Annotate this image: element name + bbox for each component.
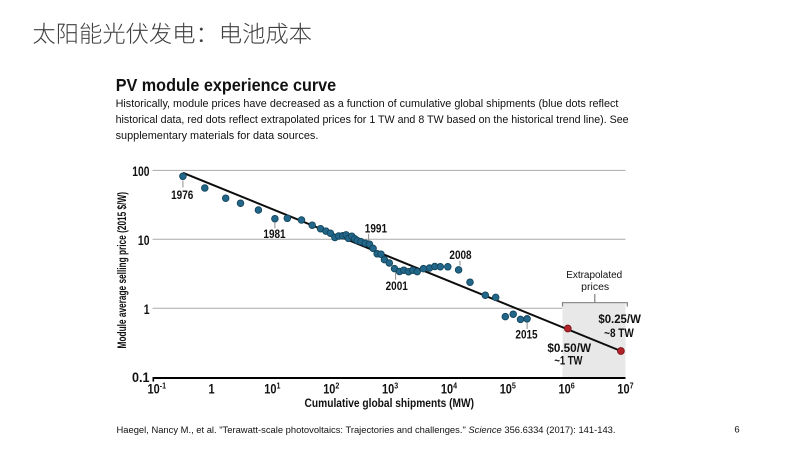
svg-text:historical data, red dots refl: historical data, red dots reflect extrap…: [116, 114, 629, 126]
svg-text:Historically, module prices ha: Historically, module prices have decreas…: [116, 98, 620, 110]
svg-text:107: 107: [617, 381, 634, 397]
svg-text:105: 105: [500, 381, 517, 397]
svg-text:Cumulative global shipments (M: Cumulative global shipments (MW): [305, 398, 475, 410]
svg-text:103: 103: [382, 381, 399, 397]
svg-text:Extrapolated: Extrapolated: [566, 270, 622, 281]
svg-text:Module average selling price (: Module average selling price (2015 $/W): [117, 192, 129, 349]
svg-text:supplementary materials for da: supplementary materials for data sources…: [116, 130, 319, 142]
svg-text:2015: 2015: [515, 328, 537, 342]
svg-text:1976: 1976: [171, 188, 193, 202]
svg-text:PV module experience curve: PV module experience curve: [116, 75, 337, 95]
svg-text:$0.25/W: $0.25/W: [598, 312, 641, 326]
svg-text:~1 TW: ~1 TW: [554, 353, 582, 367]
svg-text:prices: prices: [581, 282, 609, 293]
svg-text:104: 104: [441, 381, 458, 397]
svg-text:106: 106: [559, 381, 576, 397]
svg-text:10: 10: [138, 233, 150, 248]
svg-text:102: 102: [323, 381, 340, 397]
svg-text:1: 1: [208, 381, 214, 396]
svg-text:Haegel, Nancy M., et al. "Ter: Haegel, Nancy M., et al. "Terawatt-scale…: [117, 425, 616, 436]
svg-text:2008: 2008: [449, 248, 471, 262]
svg-text:10-1: 10-1: [148, 381, 167, 397]
svg-text:101: 101: [264, 381, 281, 397]
svg-text:0.1: 0.1: [132, 370, 150, 385]
svg-text:1991: 1991: [365, 222, 387, 236]
svg-text:$0.50/W: $0.50/W: [547, 341, 591, 355]
svg-text:1981: 1981: [263, 227, 285, 241]
svg-text:100: 100: [132, 164, 149, 179]
svg-text:1: 1: [144, 302, 150, 317]
svg-text:6: 6: [734, 425, 739, 436]
svg-text:~8 TW: ~8 TW: [604, 326, 634, 340]
svg-text:2001: 2001: [386, 279, 408, 293]
